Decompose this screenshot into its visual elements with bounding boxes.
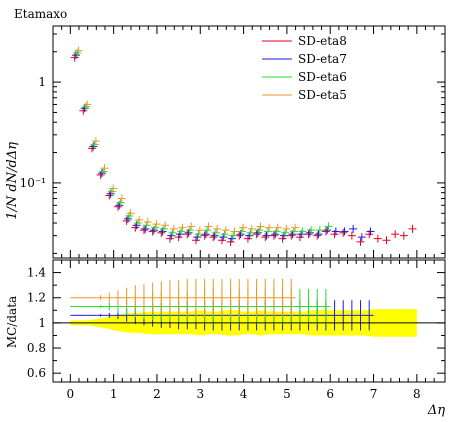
x-axis-label: Δη xyxy=(427,403,445,418)
x-tick-label: 8 xyxy=(413,387,421,401)
ratio-y-tick-label: 0.8 xyxy=(27,341,46,355)
legend: SD-eta8 SD-eta7 SD-eta6 SD-eta5 xyxy=(262,34,347,102)
main-y-axis-label: 1/N dN/dΔη xyxy=(5,142,20,220)
legend-label-sd-eta5: SD-eta5 xyxy=(298,88,347,102)
main-y-tick-label: 1 xyxy=(38,75,46,89)
ratio-y-axis-label: MC/data xyxy=(5,296,19,348)
legend-label-sd-eta7: SD-eta7 xyxy=(298,52,347,66)
legend-label-sd-eta6: SD-eta6 xyxy=(298,70,347,84)
ratio-y-tick-label: 1.4 xyxy=(27,266,46,280)
x-tick-label: 1 xyxy=(110,387,118,401)
ratio-y-tick-label: 0.6 xyxy=(27,366,46,380)
x-tick-label: 5 xyxy=(283,387,291,401)
main-y-axis: 10⁻¹ 1 xyxy=(20,33,445,254)
main-panel-frame xyxy=(52,25,446,259)
ratio-panel-frame xyxy=(52,259,446,383)
main-y-tick-label: 10⁻¹ xyxy=(20,176,46,190)
x-tick-label: 6 xyxy=(326,387,334,401)
legend-label-sd-eta8: SD-eta8 xyxy=(298,34,347,48)
ratio-y-axis: 0.6 0.8 1 1.2 1.4 xyxy=(27,266,445,380)
ratio-y-tick-label: 1 xyxy=(38,316,46,330)
ratio-y-tick-label: 1.2 xyxy=(27,291,46,305)
x-tick-label: 4 xyxy=(240,387,248,401)
x-tick-label: 3 xyxy=(196,387,204,401)
ratio-series xyxy=(70,278,374,331)
chart-title: Etamaxo xyxy=(14,7,67,21)
x-tick-label: 7 xyxy=(370,387,378,401)
x-tick-label: 2 xyxy=(153,387,161,401)
x-axis: 0 1 2 3 4 5 6 7 8 xyxy=(61,26,435,401)
x-tick-label: 0 xyxy=(67,387,75,401)
main-series xyxy=(70,46,417,246)
